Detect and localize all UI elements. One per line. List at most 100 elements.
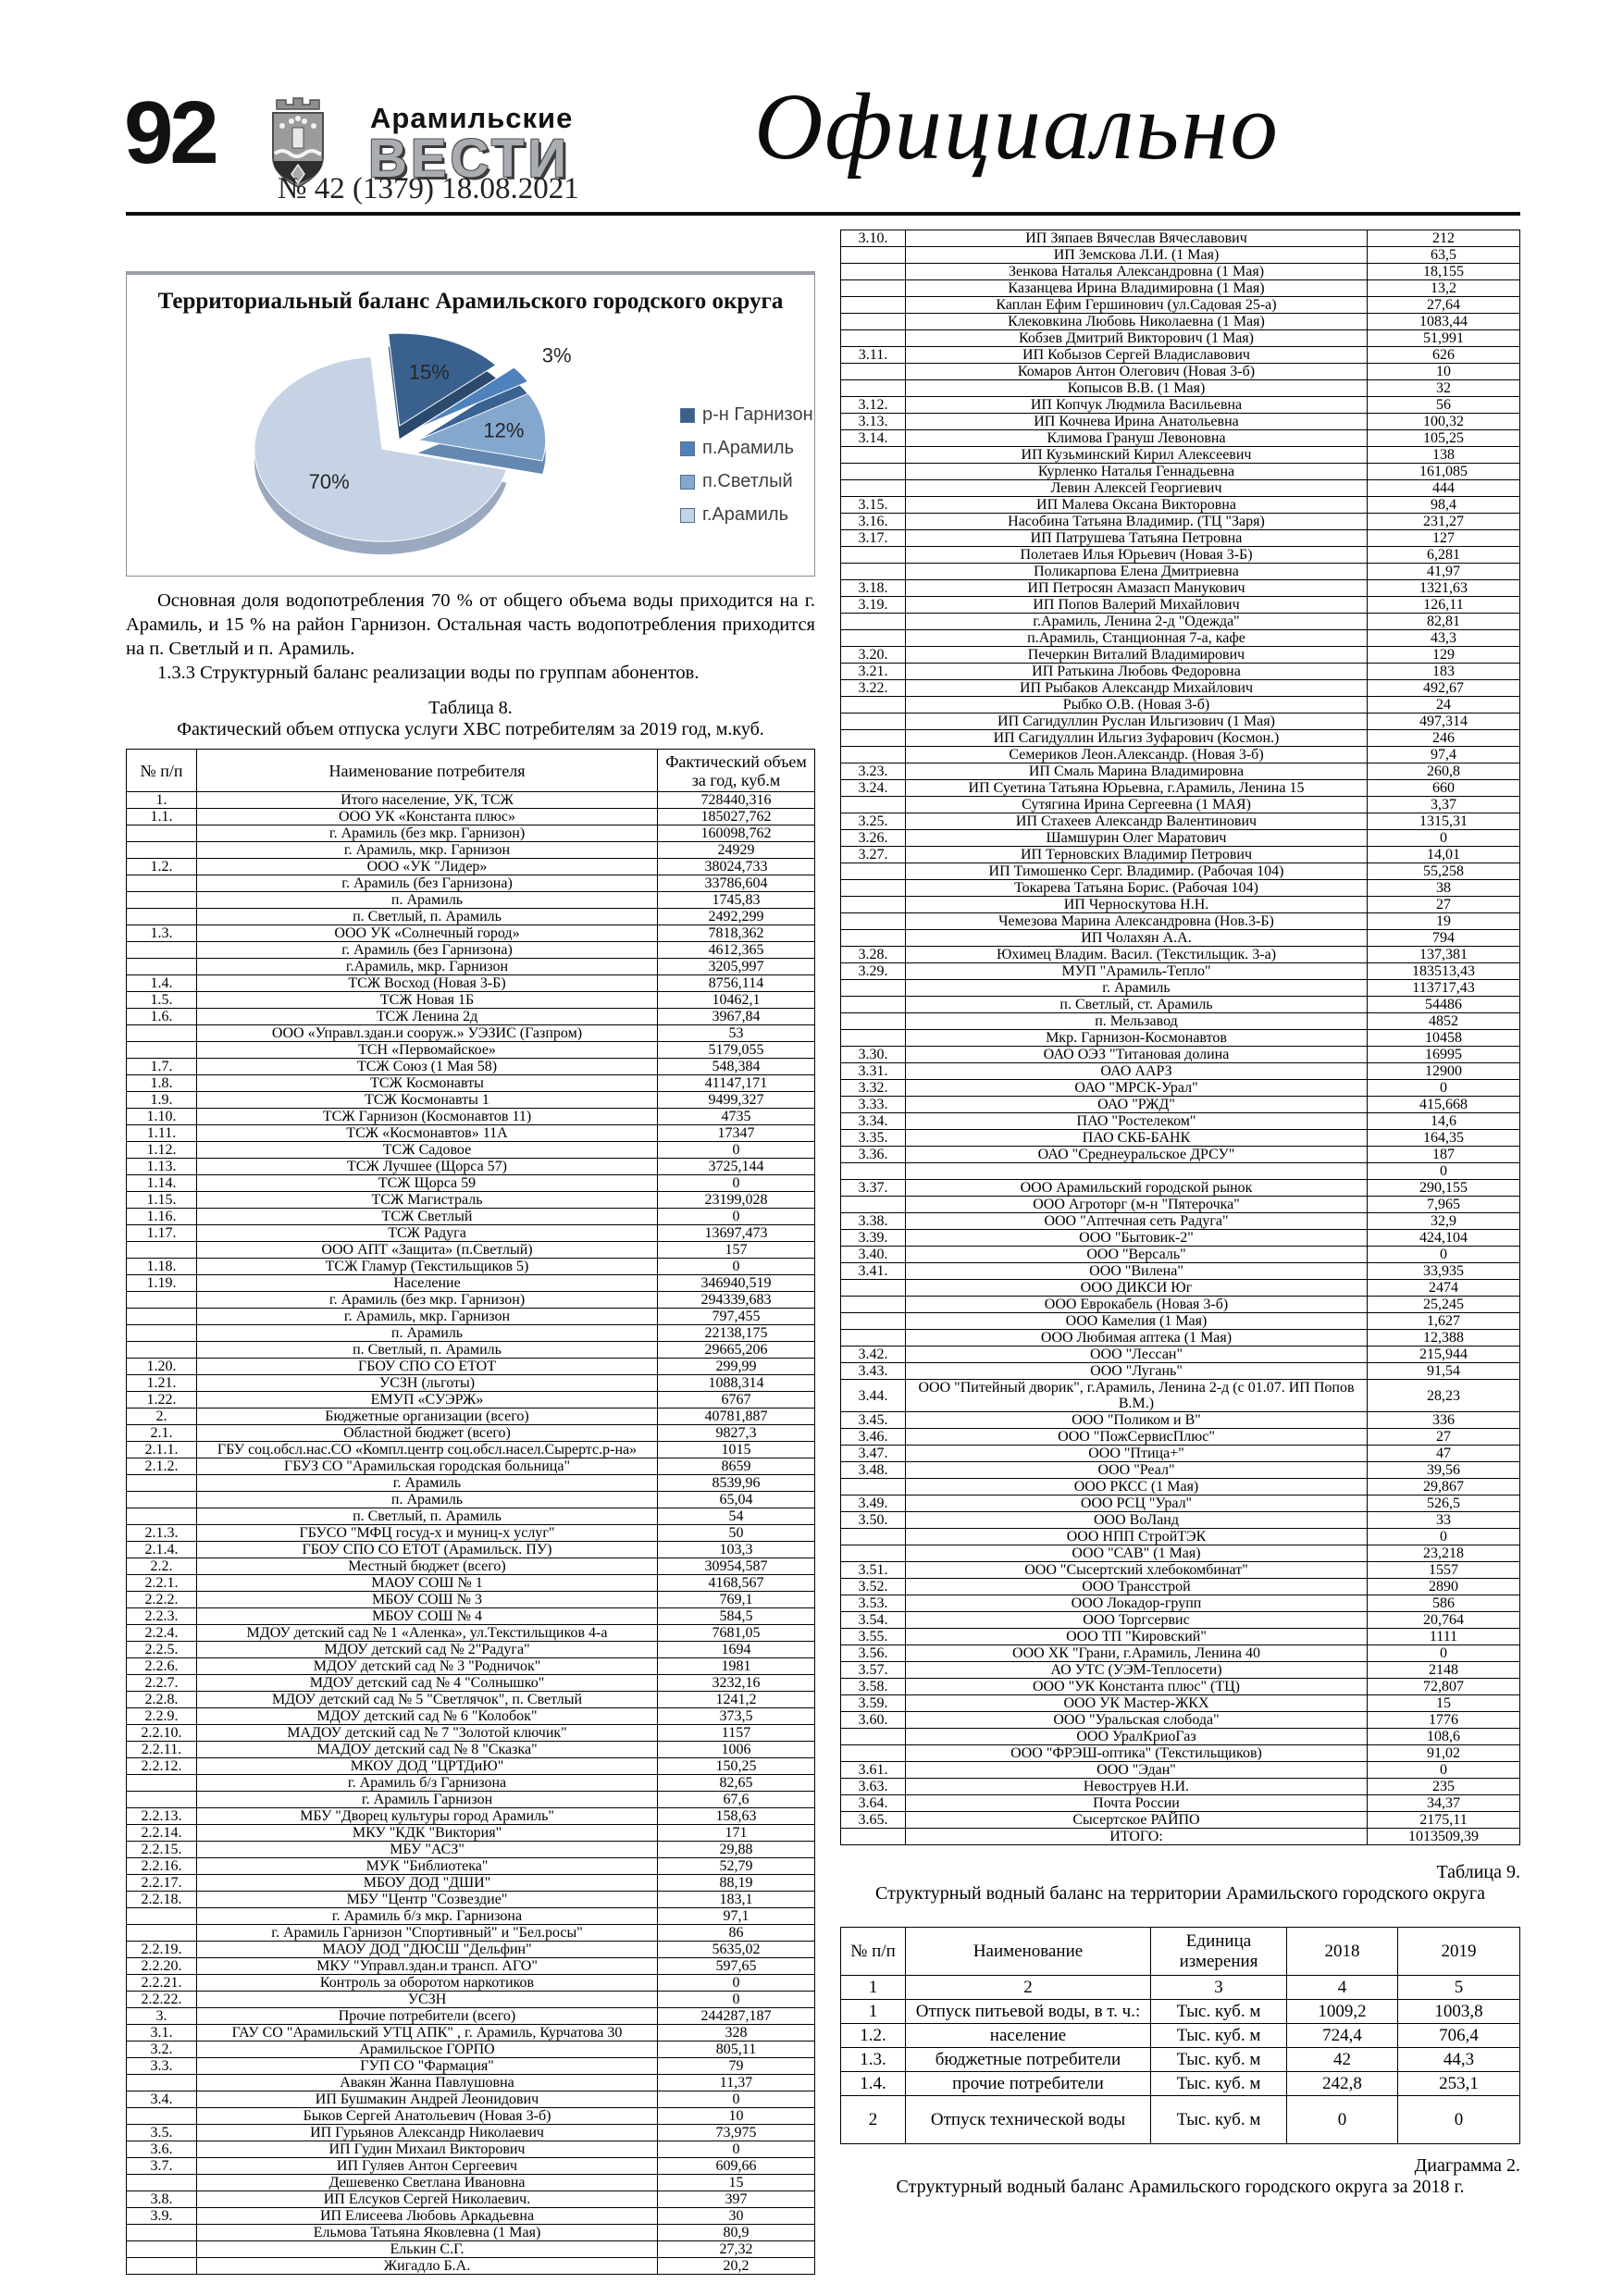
row-num: 3.52. xyxy=(840,1578,906,1595)
row-value: 626 xyxy=(1367,346,1520,364)
row-name: ГУП СО "Фармация" xyxy=(196,2057,658,2076)
table-row: ИП Чолахян А.А. 794 xyxy=(840,929,1520,947)
row-name: ГАУ СО "Арамильский УТЦ АПК" , г. Арамил… xyxy=(196,2024,658,2042)
table-row: 3.24. ИП Суетина Татьяна Юрьевна, г.Арами… xyxy=(840,779,1520,797)
row-num xyxy=(840,746,906,763)
row-name: ООО "САВ" (1 Мая) xyxy=(905,1545,1368,1562)
table-row: ООО "ФРЭШ-оптика" (Текстильщиков) 91,02 xyxy=(840,1744,1520,1762)
row-value: 2148 xyxy=(1367,1661,1520,1679)
index-cell: 2 xyxy=(905,1975,1151,2000)
row-num xyxy=(126,1241,197,1260)
table-row: 3.6. ИП Гудин Михаил Викторович 0 xyxy=(126,2141,815,2159)
row-value: 1241,2 xyxy=(657,1691,815,1709)
row-name: МАОУ ДОД "ДЮСШ "Дельфин" xyxy=(196,1941,658,1959)
row-unit: 242,8 xyxy=(1286,2071,1398,2096)
row-name: ИП Попов Валерий Михайлович xyxy=(905,596,1368,614)
row-name: ТСЖ Магистраль xyxy=(196,1191,658,1210)
table-row: Сутягина Ирина Сергеевна (1 МАЯ) 3,37 xyxy=(840,796,1520,813)
row-value: 0 xyxy=(1367,1644,1520,1662)
row-num xyxy=(840,1162,906,1180)
table-row: 3.26. Шамшурин Олег Маратович 0 xyxy=(840,829,1520,847)
row-value: 2175,11 xyxy=(1367,1811,1520,1829)
row-value: 20,2 xyxy=(657,2257,815,2276)
row-num xyxy=(840,279,906,297)
table-row: 3.41. ООО "Вилена" 33,935 xyxy=(840,1262,1520,1280)
row-num xyxy=(840,546,906,564)
table-row: Семериков Леон.Александр. (Новая 3-б) 97,… xyxy=(840,746,1520,763)
table-row: 3.21. ИП Ратькина Любовь Федоровна 183 xyxy=(840,663,1520,680)
table-row: 1.6. ТСЖ Ленина 2д 3967,84 xyxy=(126,1008,815,1026)
legend-item: п.Светлый xyxy=(680,471,813,492)
row-name: ООО "Питейный дворик", г.Арамиль, Ленина… xyxy=(905,1379,1368,1412)
row-num xyxy=(126,958,197,976)
row-value: 38 xyxy=(1367,879,1520,897)
row-name: ООО "Птица+" xyxy=(905,1445,1368,1462)
row-num xyxy=(126,2174,197,2192)
table-row: 3.57. АО УТС (УЭМ-Теплосети) 2148 xyxy=(840,1661,1520,1679)
row-name: ООО "Бытовик-2" xyxy=(905,1229,1368,1247)
row-name: МДОУ детский сад № 1 «Аленка», ул.Тексти… xyxy=(196,1624,658,1643)
row-num: 3.45. xyxy=(840,1411,906,1429)
row-value: 33786,604 xyxy=(657,875,815,893)
row-value: 1083,44 xyxy=(1367,313,1520,330)
row-num: 1.13. xyxy=(126,1158,197,1176)
row-value: 161,085 xyxy=(1367,463,1520,480)
row-name: г. Арамиль, мкр. Гарнизон xyxy=(196,1308,658,1326)
row-value: 30954,587 xyxy=(657,1558,815,1576)
row-num xyxy=(840,1279,906,1297)
table-row: 2.2.9. МДОУ детский сад № 6 "Колобок" 373,… xyxy=(126,1707,815,1726)
row-value: 1015 xyxy=(657,1441,815,1459)
row-num: 2.1. xyxy=(126,1424,197,1443)
row-value: 127 xyxy=(1367,529,1520,547)
row-name: п. Светлый, п. Арамиль xyxy=(196,908,658,926)
pie-slice-label: 70% xyxy=(309,470,350,493)
table-row: 2.2.17. МБОУ ДОД "ДШИ" 88,19 xyxy=(126,1874,815,1893)
table-row: 3.63. Невоструев Н.И. 235 xyxy=(840,1778,1520,1795)
col-header-name: Наименование потребителя xyxy=(196,749,658,793)
row-value: 14,01 xyxy=(1367,846,1520,863)
row-value: 597,65 xyxy=(657,1957,815,1976)
row-name: ИП Чолахян А.А. xyxy=(905,929,1368,947)
row-value: 171 xyxy=(657,1824,815,1843)
row-name: ТСЖ Ленина 2д xyxy=(196,1008,658,1026)
legend-swatch-icon xyxy=(680,407,695,423)
row-unit: 724,4 xyxy=(1286,2023,1398,2048)
row-value: 54486 xyxy=(1367,996,1520,1013)
row-num xyxy=(840,1744,906,1762)
row-num: 2.2.15. xyxy=(126,1841,197,1859)
table-row: 3.7. ИП Гуляев Антон Сергеевич 609,66 xyxy=(126,2157,815,2176)
row-value: 10462,1 xyxy=(657,991,815,1010)
row-num: 1.4. xyxy=(126,974,197,993)
table-row: г. Арамиль (без Гарнизона) 33786,604 xyxy=(126,875,815,893)
row-name: ООО "Лугань" xyxy=(905,1362,1368,1380)
row-num xyxy=(126,1024,197,1043)
table-row: г.Арамиль, мкр. Гарнизон 3205,997 xyxy=(126,958,815,976)
col-header: 2018 xyxy=(1286,1927,1398,1976)
row-name: Отпуск технической воды xyxy=(905,2095,1151,2144)
row-value: 0 xyxy=(1367,829,1520,847)
row-name: Почта России xyxy=(905,1794,1368,1812)
row-value: 27,64 xyxy=(1367,296,1520,314)
masthead-top: Арамильские xyxy=(370,102,574,134)
row-value: 15 xyxy=(657,2174,815,2192)
row-value: 157 xyxy=(657,1241,815,1260)
row-num: 3. xyxy=(126,2007,197,2026)
row-num xyxy=(840,613,906,630)
row-num xyxy=(126,1324,197,1343)
row-name: ТСЖ Светлый xyxy=(196,1208,658,1226)
row-value: 183 xyxy=(1367,663,1520,680)
row-value: 138 xyxy=(1367,446,1520,464)
table-row: 3.54. ООО Торгсервис 20,764 xyxy=(840,1611,1520,1629)
row-num xyxy=(840,879,906,897)
row-name: Арамильское ГОРПО xyxy=(196,2041,658,2059)
pie-slice-label: 3% xyxy=(542,344,572,367)
row-num: 3.13. xyxy=(840,413,906,430)
row-value: 3205,997 xyxy=(657,958,815,976)
table-row: 2.2.2. МБОУ СОШ № 3 769,1 xyxy=(126,1591,815,1609)
row-name: Шамшурин Олег Маратович xyxy=(905,829,1368,847)
row-name: ООО "ПожСервисПлюс" xyxy=(905,1428,1368,1446)
row-name: ООО "Сысертский хлебокомбинат" xyxy=(905,1561,1368,1579)
row-value: 246 xyxy=(1367,729,1520,747)
row-value: 164,35 xyxy=(1367,1129,1520,1147)
row-value: 67,6 xyxy=(657,1791,815,1809)
